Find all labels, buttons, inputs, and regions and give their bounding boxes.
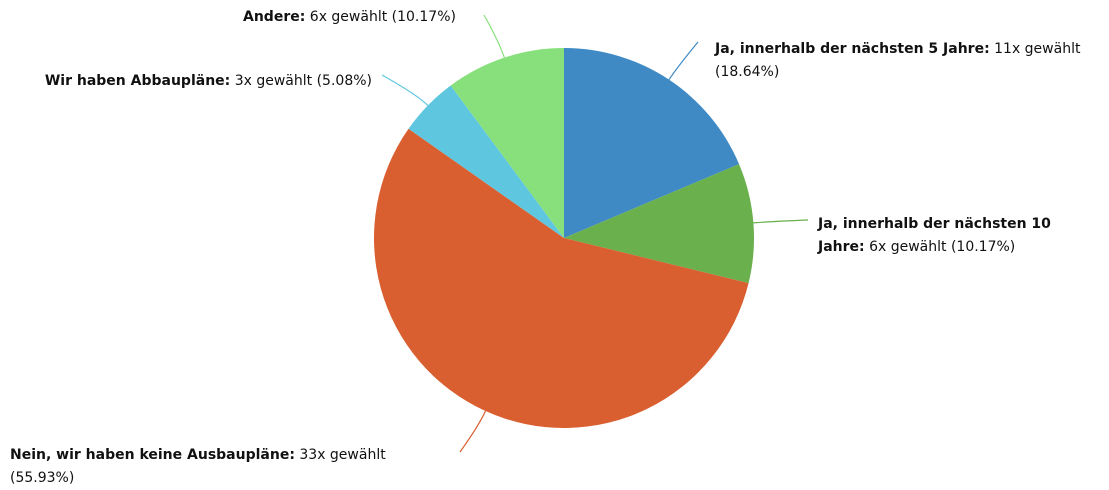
leader-line xyxy=(381,74,429,106)
leader-line xyxy=(753,219,809,224)
category-name: Nein, wir haben keine Ausbaupläne: xyxy=(10,447,295,463)
category-name: Ja, innerhalb der nächsten 5 Jahre: xyxy=(715,41,990,57)
pie-slice xyxy=(450,47,564,238)
category-name: Andere: xyxy=(243,9,306,25)
pie-slice xyxy=(374,128,749,428)
leader-line xyxy=(483,14,505,58)
pie-slice xyxy=(408,85,564,238)
value-label: 3x gewählt (5.08%) xyxy=(234,73,372,89)
value-label: 11x gewählt (18.64%) xyxy=(715,41,1081,80)
slice-label: Nein, wir haben keine Ausbaupläne: 33x g… xyxy=(10,444,440,490)
value-label: 6x gewählt (10.17%) xyxy=(309,9,456,25)
leader-line xyxy=(459,410,487,453)
pie-slice xyxy=(564,48,740,238)
slice-label: Ja, innerhalb der nächsten 10 Jahre: 6x … xyxy=(818,213,1088,259)
leader-line xyxy=(668,41,699,81)
slice-label: Ja, innerhalb der nächsten 5 Jahre: 11x … xyxy=(715,38,1105,84)
slice-label: Wir haben Abbaupläne: 3x gewählt (5.08%) xyxy=(10,70,372,93)
value-label: 33x gewählt (55.93%) xyxy=(10,447,386,486)
category-name: Ja, innerhalb der nächsten 10 Jahre: xyxy=(818,216,1051,255)
value-label: 6x gewählt (10.17%) xyxy=(869,239,1016,255)
slice-label: Andere: 6x gewählt (10.17%) xyxy=(243,6,483,29)
pie-slice xyxy=(564,164,754,284)
category-name: Wir haben Abbaupläne: xyxy=(44,73,231,89)
